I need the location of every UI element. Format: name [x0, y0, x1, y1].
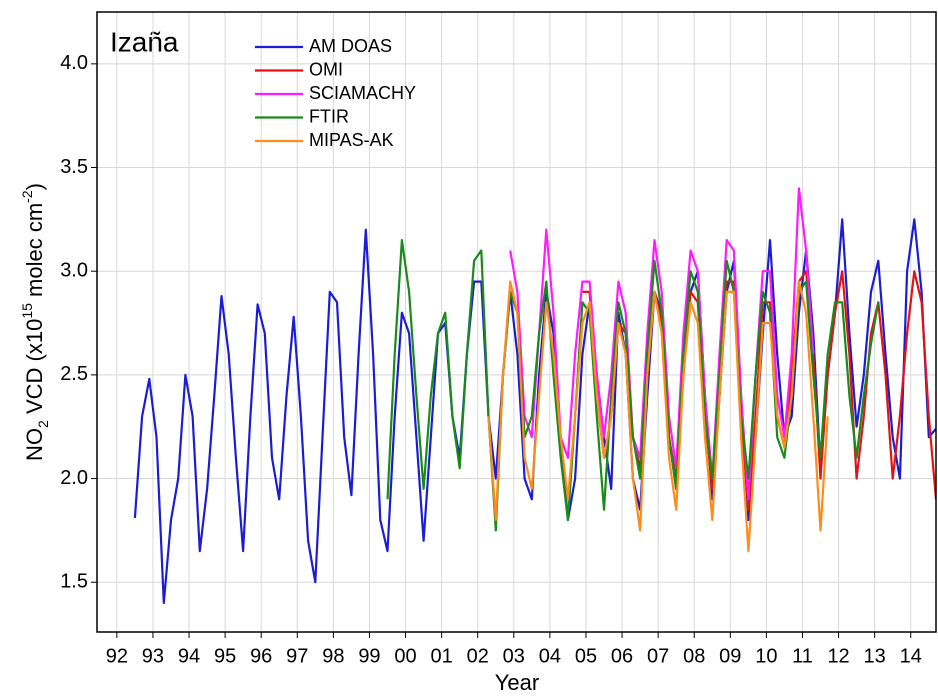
x-tick-label: 95: [214, 645, 236, 667]
x-tick-label: 12: [827, 645, 849, 667]
y-tick-label: 4.0: [60, 52, 88, 74]
y-axis-label-part: -2: [19, 190, 35, 203]
legend-label: AM DOAS: [309, 36, 392, 56]
x-tick-label: 07: [647, 645, 669, 667]
series-line: [386, 239, 880, 532]
y-tick-label: 3.0: [60, 259, 88, 281]
x-tick-label: 09: [719, 645, 741, 667]
x-tick-label: 96: [250, 645, 272, 667]
y-axis-label-part: 2: [35, 420, 51, 428]
legend-label: FTIR: [309, 106, 349, 126]
y-tick-label: 2.5: [60, 363, 88, 385]
y-tick-label: 1.5: [60, 571, 88, 593]
y-tick-label: 2.0: [60, 467, 88, 489]
x-tick-label: 99: [358, 645, 380, 667]
y-axis-label-part: molec cm: [22, 203, 47, 303]
x-tick-label: 00: [394, 645, 416, 667]
x-tick-label: 04: [539, 645, 561, 667]
y-axis-label-part: NO: [22, 428, 47, 461]
x-tick-label: 10: [755, 645, 777, 667]
x-tick-label: 97: [286, 645, 308, 667]
x-axis-label: Year: [495, 670, 539, 695]
x-tick-label: 06: [611, 645, 633, 667]
plot-frame: [96, 11, 937, 633]
y-tick-label: 3.5: [60, 156, 88, 178]
x-tick-label: 03: [503, 645, 525, 667]
x-tick-label: 08: [683, 645, 705, 667]
y-axis-label-part: VCD (x10: [22, 319, 47, 420]
legend-label: OMI: [309, 59, 343, 79]
x-tick-label: 98: [322, 645, 344, 667]
series-line: [487, 280, 829, 553]
x-tick-label: 05: [575, 645, 597, 667]
x-tick-label: 11: [792, 645, 813, 667]
annotation: Izaña: [110, 26, 179, 57]
legend-label: MIPAS-AK: [309, 130, 394, 150]
y-axis-label: NO2 VCD (x1015 molec cm-2): [19, 183, 51, 461]
x-tick-label: 94: [178, 645, 200, 667]
x-tick-label: 01: [430, 645, 452, 667]
x-tick-label: 02: [467, 645, 489, 667]
x-tick-label: 13: [864, 645, 886, 667]
x-tick-label: 14: [900, 645, 922, 667]
y-axis-label-part: 15: [19, 303, 35, 319]
legend-label: SCIAMACHY: [309, 83, 416, 103]
x-tick-label: 92: [106, 645, 128, 667]
y-axis-label-part: ): [22, 183, 47, 190]
x-tick-label: 93: [142, 645, 164, 667]
